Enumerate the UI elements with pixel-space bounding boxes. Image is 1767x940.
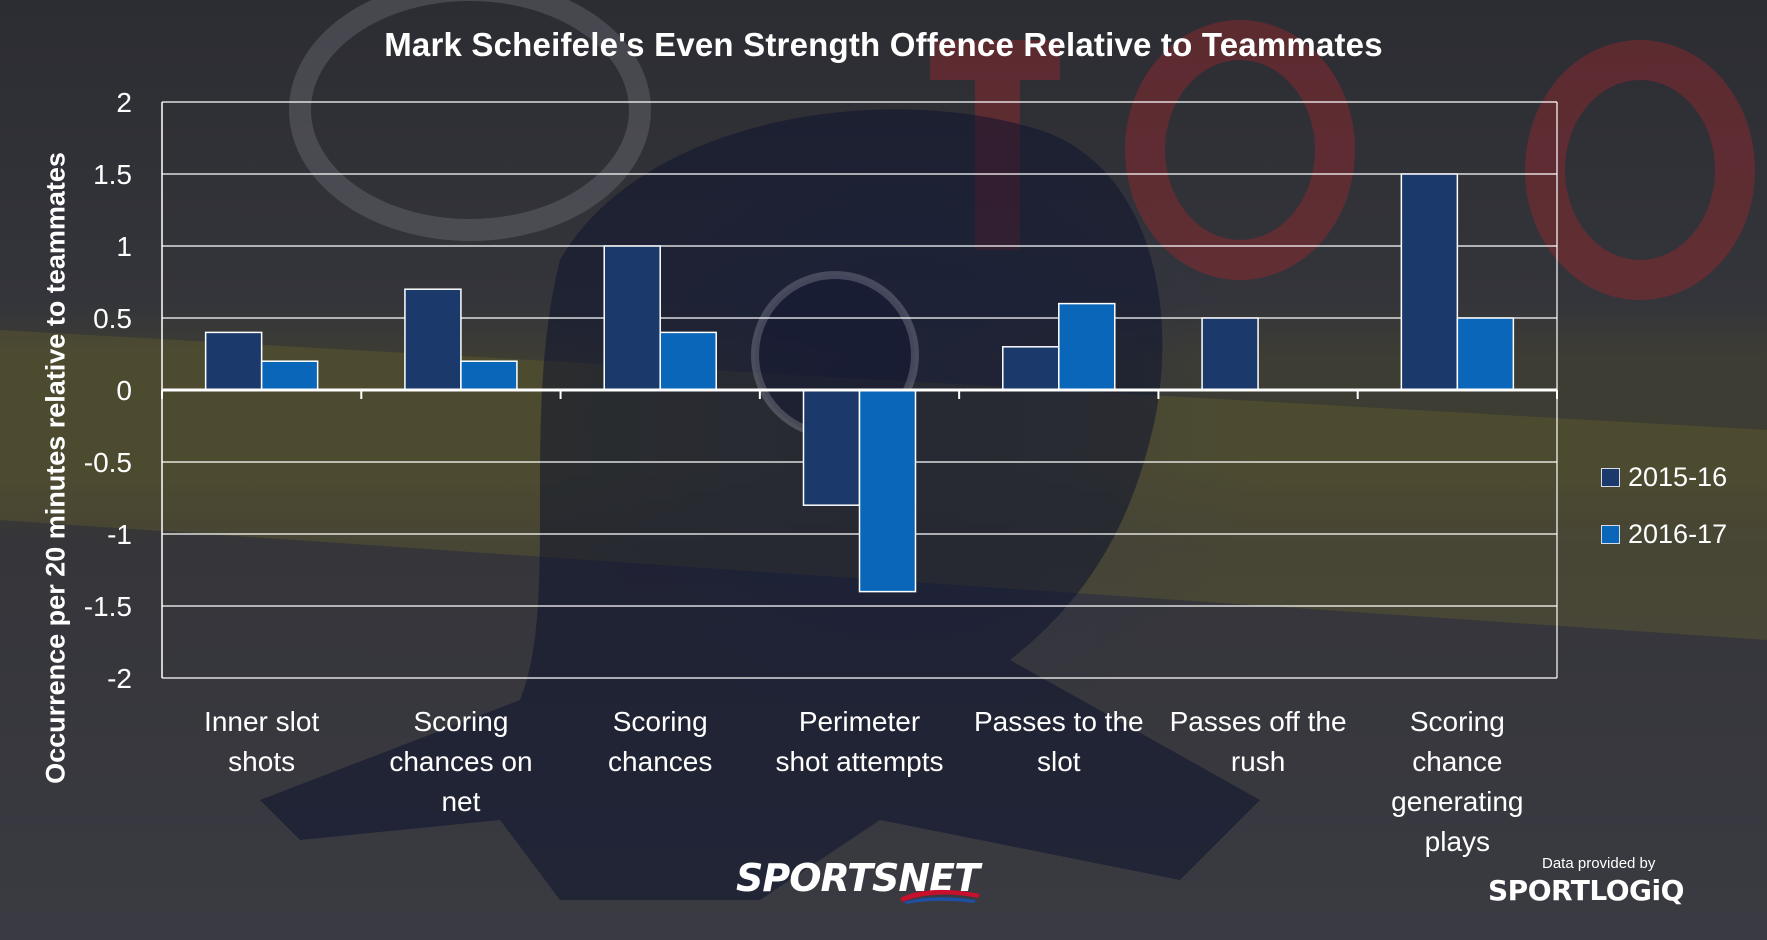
x-category-line: generating: [1391, 786, 1524, 817]
bar-2015-16-1: [404, 288, 462, 391]
legend-label-2015-16: 2015-16: [1628, 462, 1728, 492]
x-category-line: rush: [1230, 746, 1286, 777]
x-category-line: chances on: [389, 746, 533, 777]
bar-2015-16-6: [1400, 173, 1459, 391]
y-tick-label: 2: [116, 87, 132, 118]
sportlogiq-logo: SPORTLOGiQ: [1488, 874, 1684, 907]
sportsnet-swoosh-icon: [900, 889, 980, 904]
x-category-label: Passes to the slot: [959, 702, 1159, 782]
bar-2016-17-6: [1456, 317, 1515, 391]
y-tick-label: -2: [107, 663, 132, 694]
x-category-label: Scoring chance generating plays: [1357, 702, 1557, 862]
x-category-line: Passes to the: [973, 706, 1144, 737]
bar-2016-17-2: [659, 331, 717, 391]
data-provided-label: Data provided by: [1542, 855, 1656, 872]
x-category-line: chance: [1412, 746, 1503, 777]
x-category-line: shots: [228, 746, 296, 777]
legend-label-2016-17: 2016-17: [1628, 519, 1728, 549]
x-category-line: Scoring: [612, 706, 708, 737]
x-category-line: Scoring: [413, 706, 509, 737]
bar-2016-17-1: [460, 360, 518, 391]
y-tick-label: 1.5: [93, 159, 132, 190]
bar-2016-17-0: [260, 360, 319, 391]
x-category-label: Scoring chances: [560, 702, 760, 782]
y-tick-label: -1: [107, 519, 132, 550]
bar-2015-16-2: [603, 245, 661, 391]
y-tick-label: -1.5: [84, 591, 132, 622]
x-category-line: plays: [1424, 826, 1491, 857]
x-category-line: chances: [608, 746, 713, 777]
chart-title: Mark Scheifele's Even Strength Offence R…: [384, 26, 1383, 63]
x-category-line: Perimeter: [798, 706, 921, 737]
y-tick-label: 0: [116, 375, 132, 406]
y-tick-label: 0.5: [93, 303, 132, 334]
x-category-line: shot attempts: [775, 746, 944, 777]
x-category-label: Inner slot shots: [162, 702, 362, 782]
x-category-label: Passes off the rush: [1158, 702, 1358, 782]
x-category-line: Inner slot: [204, 706, 320, 737]
legend-item-2016-17: 2016-17: [1601, 519, 1727, 550]
x-category-label: Scoring chances on net: [361, 702, 561, 822]
bar-2016-17-4: [1058, 302, 1116, 391]
legend-swatch-2016-17: [1601, 525, 1620, 544]
x-category-line: slot: [1036, 746, 1081, 777]
y-tick-label: 1: [116, 231, 132, 262]
y-tick-label: -0.5: [84, 447, 132, 478]
legend-swatch-2015-16: [1601, 468, 1620, 487]
bar-2015-16-0: [204, 331, 263, 391]
x-category-label: Perimeter shot attempts: [760, 702, 960, 782]
x-category-line: Passes off the: [1169, 706, 1347, 737]
bar-2015-16-5: [1201, 317, 1259, 391]
bar-2015-16-4: [1002, 346, 1060, 391]
bar-2015-16-3: [802, 389, 861, 506]
bar-2016-17-3: [858, 389, 917, 593]
x-category-line: net: [441, 786, 481, 817]
legend-item-2015-16: 2015-16: [1601, 462, 1727, 493]
x-category-line: Scoring: [1409, 706, 1505, 737]
